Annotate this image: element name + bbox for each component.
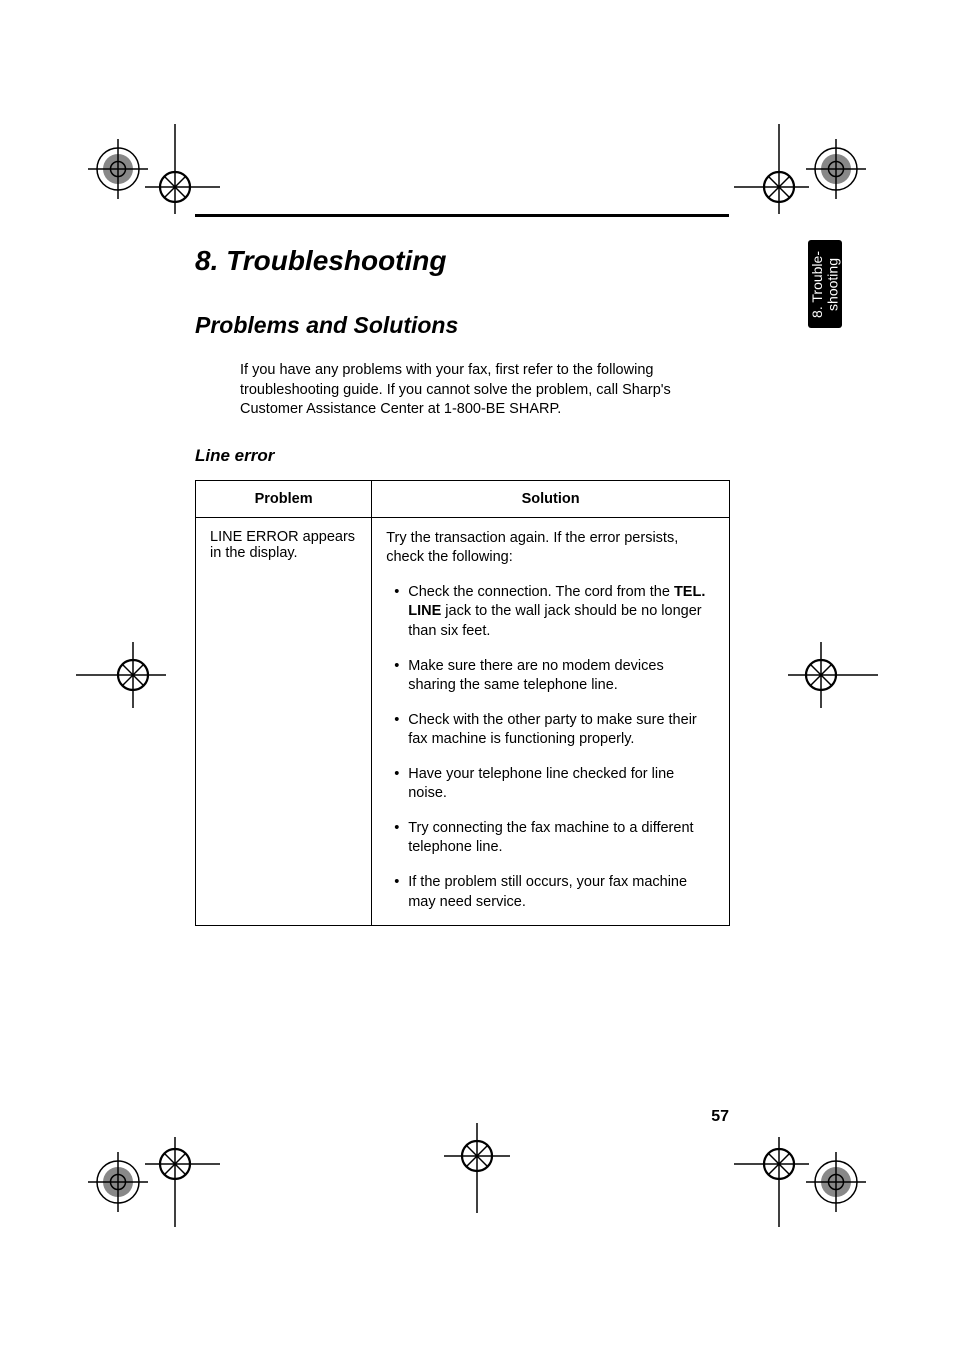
list-item: Check the connection. The cord from the … xyxy=(398,583,715,642)
table-header-row: Problem Solution xyxy=(196,480,730,517)
crop-mark-bottom-center xyxy=(432,1123,522,1213)
list-item: Try connecting the fax machine to a diff… xyxy=(398,819,715,858)
cell-problem: LINE ERROR appears in the display. xyxy=(196,517,372,925)
crop-mark-bottom-right-2 xyxy=(776,1137,866,1227)
header-solution: Solution xyxy=(372,480,730,517)
crop-mark-mid-left xyxy=(76,630,166,720)
solution-lead-text: Try the transaction again. If the error … xyxy=(386,529,715,568)
intro-text: If you have any problems with your fax, … xyxy=(240,361,730,420)
crop-mark-top-left-2 xyxy=(130,124,220,214)
table-row: LINE ERROR appears in the display. Try t… xyxy=(196,517,730,925)
solution-list: Check the connection. The cord from the … xyxy=(386,583,715,912)
cell-solution: Try the transaction again. If the error … xyxy=(372,517,730,925)
page-number: 57 xyxy=(711,1108,729,1126)
list-item: If the problem still occurs, your fax ma… xyxy=(398,873,715,912)
main-heading: 8. Troubleshooting xyxy=(195,245,730,277)
troubleshooting-table: Problem Solution LINE ERROR appears in t… xyxy=(195,480,730,926)
chapter-tab-text: 8. Trouble-shooting xyxy=(810,251,841,318)
chapter-tab: 8. Trouble-shooting xyxy=(808,240,842,328)
list-item: Check with the other party to make sure … xyxy=(398,711,715,750)
crop-mark-mid-right xyxy=(788,630,878,720)
crop-mark-bottom-left-2 xyxy=(130,1137,220,1227)
section-heading: Line error xyxy=(195,446,730,466)
sub-heading: Problems and Solutions xyxy=(195,312,730,339)
crop-mark-top-right-2 xyxy=(776,124,866,214)
header-problem: Problem xyxy=(196,480,372,517)
list-item: Make sure there are no modem devices sha… xyxy=(398,657,715,696)
page-content: 8. Troubleshooting Problems and Solution… xyxy=(195,245,730,926)
list-item: Have your telephone line checked for lin… xyxy=(398,765,715,804)
header-rule xyxy=(195,214,729,217)
